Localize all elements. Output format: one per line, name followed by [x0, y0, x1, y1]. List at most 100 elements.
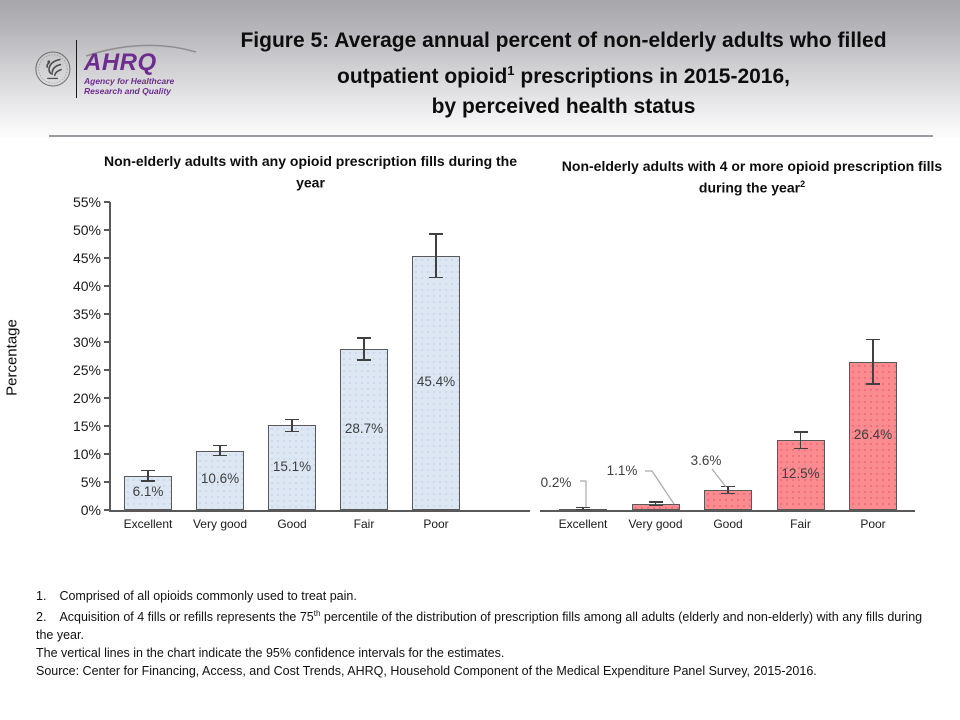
category-label: Very good	[628, 517, 683, 531]
bar	[849, 362, 897, 510]
confidence-interval-line	[872, 339, 874, 384]
confidence-interval-cap-top	[357, 337, 371, 339]
y-axis-tick	[104, 369, 110, 371]
category-label: Very good	[192, 517, 248, 531]
bar-value-label: 6.1%	[132, 483, 164, 499]
confidence-interval-cap-top	[576, 507, 590, 509]
y-axis-tick	[104, 341, 110, 343]
bar	[412, 255, 460, 510]
confidence-interval-cap-bottom	[213, 454, 227, 457]
logo-divider	[75, 40, 77, 98]
y-axis-tick	[104, 285, 110, 287]
y-axis-tick	[104, 509, 110, 511]
footnote-1: 1. Comprised of all opioids commonly used…	[36, 589, 357, 603]
footnote-2: 2. Acquisition of 4 fills or refills repr…	[36, 609, 923, 643]
category-label: Excellent	[558, 517, 608, 531]
category-label: Good	[277, 517, 307, 531]
y-axis-tick-label: 10%	[72, 446, 101, 462]
y-axis-tick-label: 50%	[72, 222, 101, 238]
category-label: Poor	[423, 517, 449, 531]
confidence-interval-cap-bottom	[866, 383, 880, 385]
y-axis-tick	[104, 397, 110, 399]
confidence-interval-line	[435, 233, 437, 278]
confidence-interval-line	[727, 486, 729, 494]
y-axis-tick	[104, 313, 110, 315]
y-axis-tick-label: 15%	[72, 418, 101, 434]
x-axis-line	[111, 510, 530, 512]
y-axis-tick-label: 0%	[80, 502, 101, 518]
confidence-interval-line	[799, 432, 802, 449]
confidence-interval-cap-bottom	[141, 480, 155, 482]
agency-logo: AHRQ Agency for Healthcare Research and …	[34, 36, 204, 102]
confidence-interval-cap-top	[721, 485, 735, 488]
confidence-interval-cap-bottom	[576, 508, 590, 511]
y-axis-tick	[104, 201, 110, 203]
footnote-ref-1: 1	[507, 63, 515, 78]
confidence-interval-cap-top	[285, 418, 299, 420]
confidence-interval-line	[147, 470, 149, 481]
y-axis-tick-label: 45%	[72, 250, 101, 266]
confidence-interval-line	[219, 445, 221, 456]
confidence-interval-cap-bottom	[721, 492, 735, 494]
y-axis-tick	[104, 481, 110, 483]
y-axis-tick-label: 35%	[72, 306, 101, 322]
y-axis-tick	[104, 229, 110, 231]
ahrq-swoosh-icon	[85, 44, 197, 57]
y-axis-tick-label: 25%	[72, 362, 101, 378]
source-note: Source: Center for Financing, Access, an…	[36, 664, 817, 679]
confidence-interval-cap-top	[648, 501, 663, 503]
bar-value-label: 45.4%	[416, 373, 456, 389]
hhs-seal-icon	[35, 51, 71, 87]
confidence-interval-cap-bottom	[285, 430, 299, 433]
ahrq-logo-text: AHRQ	[84, 48, 157, 76]
y-axis-tick-label: 20%	[72, 390, 101, 406]
y-axis-tick	[104, 257, 110, 259]
ahrq-tagline-2: Research and Quality	[84, 86, 171, 96]
bar-value-label: 1.1%	[606, 463, 638, 478]
bar-value-label: 28.7%	[344, 420, 384, 436]
bar-value-label: 12.5%	[781, 466, 820, 481]
figure-title: Figure 5: Average annual percent of non-…	[175, 26, 952, 122]
category-label: Fair	[790, 517, 811, 531]
bar-value-label: 3.6%	[690, 453, 722, 468]
y-axis-tick-label: 55%	[72, 194, 101, 210]
confidence-interval-cap-top	[793, 431, 808, 433]
figure-title-line1: Figure 5: Average annual percent of non-…	[240, 29, 887, 52]
bar-value-label: 0.2%	[540, 475, 572, 490]
footnotes: 1. Comprised of all opioids commonly used…	[36, 587, 932, 680]
bar	[704, 489, 752, 510]
confidence-interval-line	[582, 507, 584, 510]
confidence-interval-line	[291, 419, 293, 432]
bar-value-label: 10.6%	[200, 471, 240, 487]
ahrq-tagline-1: Agency for Healthcare	[84, 75, 175, 86]
header-divider-line	[49, 135, 933, 137]
confidence-interval-cap-bottom	[429, 276, 443, 279]
confidence-interval-cap-bottom	[793, 447, 808, 450]
bar-value-label: 15.1%	[272, 458, 312, 474]
bar	[268, 425, 316, 510]
confidence-interval-line	[363, 338, 365, 360]
footnote-ref-2: 2	[800, 178, 806, 189]
figure-title-line2: outpatient opioid1 prescriptions in 2015…	[337, 63, 790, 88]
bar-value-label: 26.4%	[853, 427, 893, 443]
callout-leader-line	[711, 468, 727, 488]
slide-header: AHRQ Agency for Healthcare Research and …	[0, 0, 960, 138]
x-axis-line	[540, 510, 915, 512]
bar	[340, 349, 388, 510]
right-chart-title: Non-elderly adults with 4 or more opioid…	[561, 158, 943, 196]
y-axis-line	[109, 202, 111, 512]
confidence-interval-cap-top	[141, 470, 155, 472]
confidence-interval-cap-bottom	[357, 359, 371, 361]
confidence-interval-note: The vertical lines in the chart indicate…	[36, 646, 505, 661]
figure-title-line3: by perceived health status	[431, 95, 696, 118]
confidence-interval-cap-top	[429, 233, 443, 235]
y-axis-tick	[104, 425, 110, 427]
confidence-interval-cap-top	[866, 339, 880, 341]
y-axis-tick-label: 30%	[72, 334, 101, 350]
left-chart-title: Non-elderly adults with any opioid presc…	[103, 153, 518, 191]
y-axis-tick-label: 40%	[72, 278, 101, 294]
ahrq-wordmark: AHRQ Agency for Healthcare Research and …	[84, 43, 204, 96]
confidence-interval-cap-top	[213, 444, 227, 447]
